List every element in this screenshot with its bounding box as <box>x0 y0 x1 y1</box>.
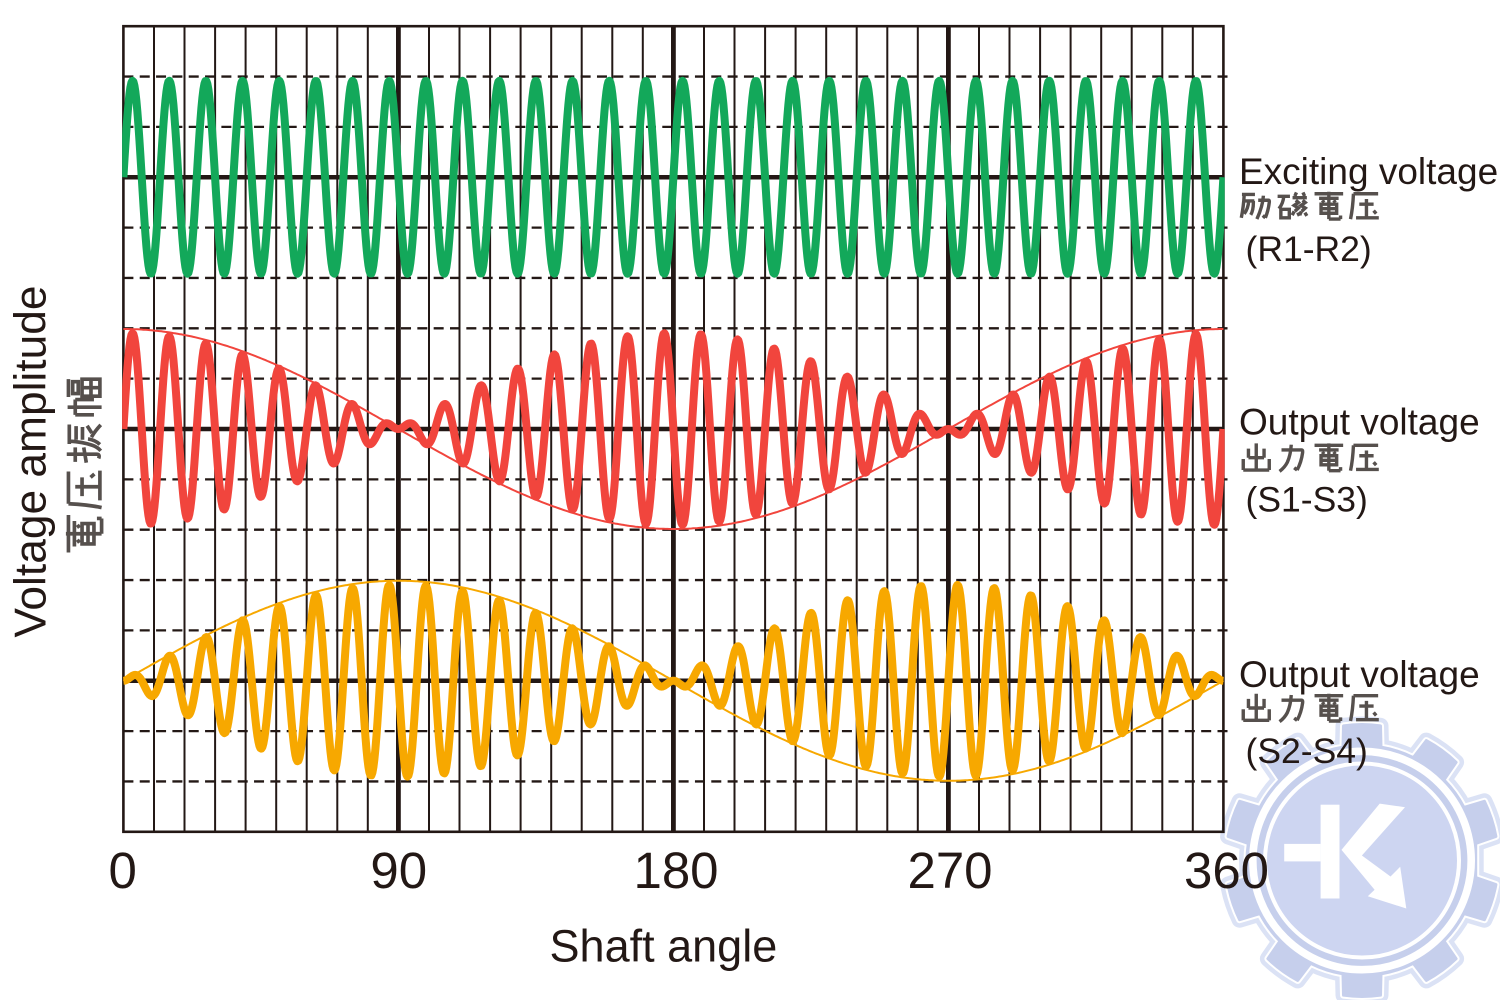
svg-text:270: 270 <box>907 842 992 899</box>
svg-text:90: 90 <box>370 842 427 899</box>
svg-text:Shaft angle: Shaft angle <box>550 920 778 971</box>
svg-text:360: 360 <box>1184 842 1269 899</box>
svg-text:Output voltage: Output voltage <box>1239 402 1480 443</box>
svg-text:Exciting voltage: Exciting voltage <box>1239 151 1498 192</box>
svg-text:(R1-R2): (R1-R2) <box>1246 229 1372 269</box>
svg-text:Voltage amplitude: Voltage amplitude <box>7 286 56 638</box>
svg-text:Output voltage: Output voltage <box>1239 654 1480 695</box>
svg-text:(S2-S4): (S2-S4) <box>1246 731 1368 771</box>
svg-text:0: 0 <box>109 842 137 899</box>
svg-text:180: 180 <box>633 842 718 899</box>
svg-text:(S1-S3): (S1-S3) <box>1246 479 1368 519</box>
